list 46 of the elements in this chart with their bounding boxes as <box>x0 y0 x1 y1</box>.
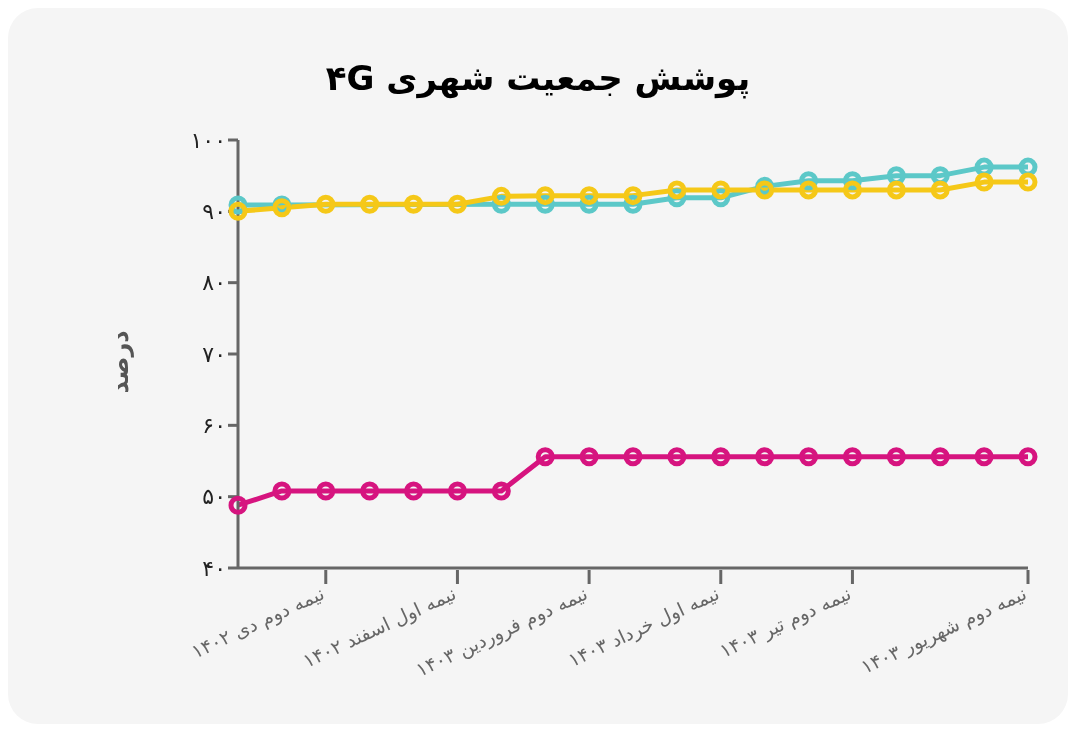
point <box>316 481 336 501</box>
point <box>711 447 731 467</box>
point <box>404 194 424 214</box>
point <box>930 180 950 200</box>
point <box>711 180 731 200</box>
point <box>404 481 424 501</box>
chart-title: پوشش جمعیت شهری ۴G <box>324 58 752 98</box>
point <box>360 481 380 501</box>
point <box>842 180 862 200</box>
point <box>842 447 862 467</box>
point <box>447 194 467 214</box>
y-tick-label: ۴۰ <box>202 555 226 581</box>
point <box>447 481 467 501</box>
point <box>974 447 994 467</box>
point <box>316 194 336 214</box>
point <box>535 447 555 467</box>
y-tick-label: ۱۰۰ <box>190 127 226 153</box>
point <box>667 447 687 467</box>
point <box>491 186 511 206</box>
point <box>930 447 950 467</box>
point <box>623 447 643 467</box>
y-tick-label: ۹۰ <box>202 199 226 225</box>
y-axis-title: درصد <box>105 330 134 394</box>
point <box>535 186 555 206</box>
y-tick-label: ۷۰ <box>202 341 226 367</box>
point <box>228 495 248 515</box>
point <box>1018 172 1038 192</box>
point <box>667 180 687 200</box>
x-tick-label: نیمه دوم شهریور ۱۴۰۳ <box>857 581 1031 679</box>
point <box>755 447 775 467</box>
point <box>228 201 248 221</box>
point <box>799 180 819 200</box>
point <box>1018 447 1038 467</box>
point <box>886 180 906 200</box>
point <box>579 186 599 206</box>
point <box>799 447 819 467</box>
point <box>360 194 380 214</box>
y-tick-label: ۸۰ <box>202 270 226 296</box>
point <box>886 447 906 467</box>
point <box>623 186 643 206</box>
point <box>974 172 994 192</box>
y-tick-label: ۶۰ <box>202 413 226 439</box>
y-tick-label: ۵۰ <box>202 484 226 510</box>
point <box>272 481 292 501</box>
point <box>579 447 599 467</box>
point <box>491 481 511 501</box>
